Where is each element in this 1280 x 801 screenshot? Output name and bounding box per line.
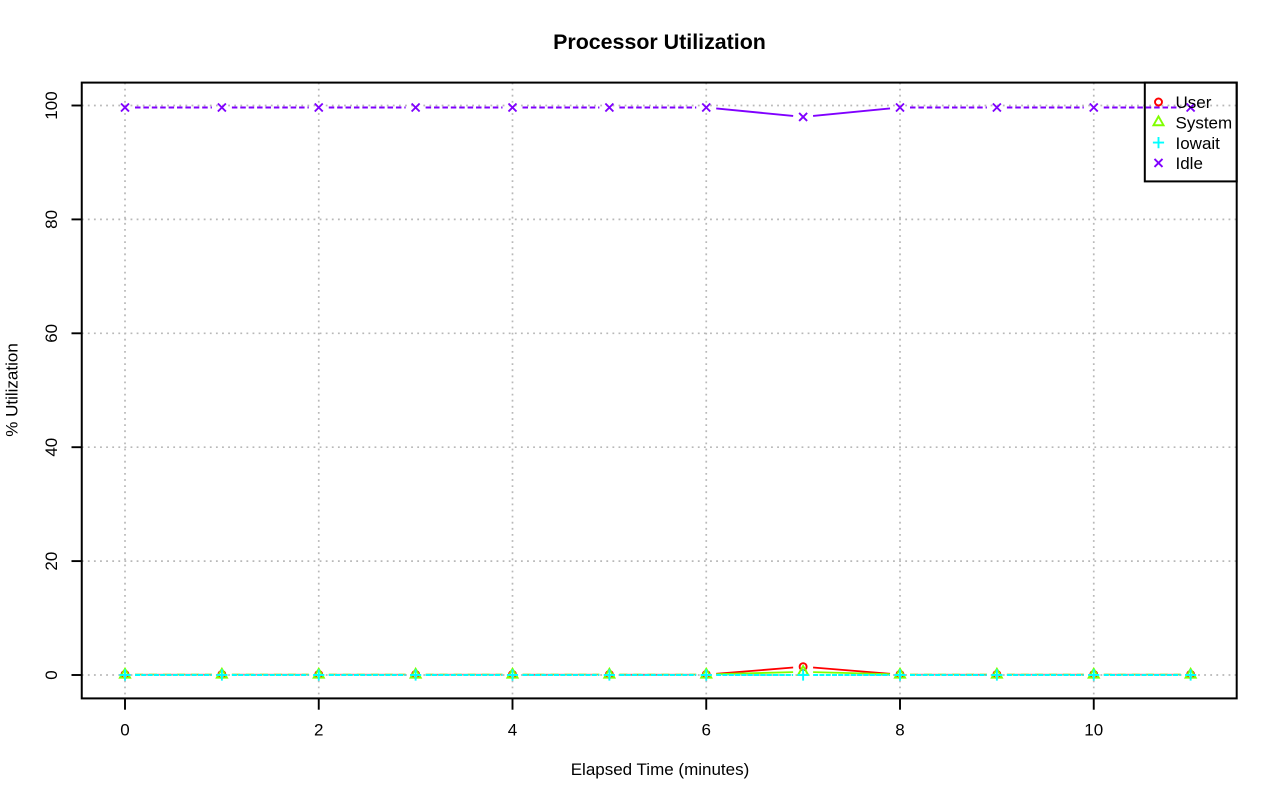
- svg-text:% Utilization: % Utilization: [3, 343, 22, 437]
- svg-text:100: 100: [42, 91, 61, 119]
- svg-text:20: 20: [42, 552, 61, 571]
- svg-text:Elapsed Time (minutes): Elapsed Time (minutes): [571, 760, 750, 779]
- svg-text:Processor Utilization: Processor Utilization: [553, 30, 766, 54]
- svg-text:6: 6: [702, 721, 711, 740]
- svg-text:4: 4: [508, 721, 517, 740]
- svg-text:System: System: [1176, 114, 1233, 133]
- svg-text:8: 8: [895, 721, 904, 740]
- svg-text:Idle: Idle: [1176, 154, 1203, 173]
- svg-text:0: 0: [120, 721, 129, 740]
- svg-text:60: 60: [42, 324, 61, 343]
- svg-text:User: User: [1176, 93, 1212, 112]
- svg-text:80: 80: [42, 210, 61, 229]
- svg-text:10: 10: [1084, 721, 1103, 740]
- svg-text:Iowait: Iowait: [1176, 134, 1221, 153]
- svg-text:40: 40: [42, 438, 61, 457]
- svg-text:2: 2: [314, 721, 323, 740]
- svg-text:0: 0: [42, 670, 61, 679]
